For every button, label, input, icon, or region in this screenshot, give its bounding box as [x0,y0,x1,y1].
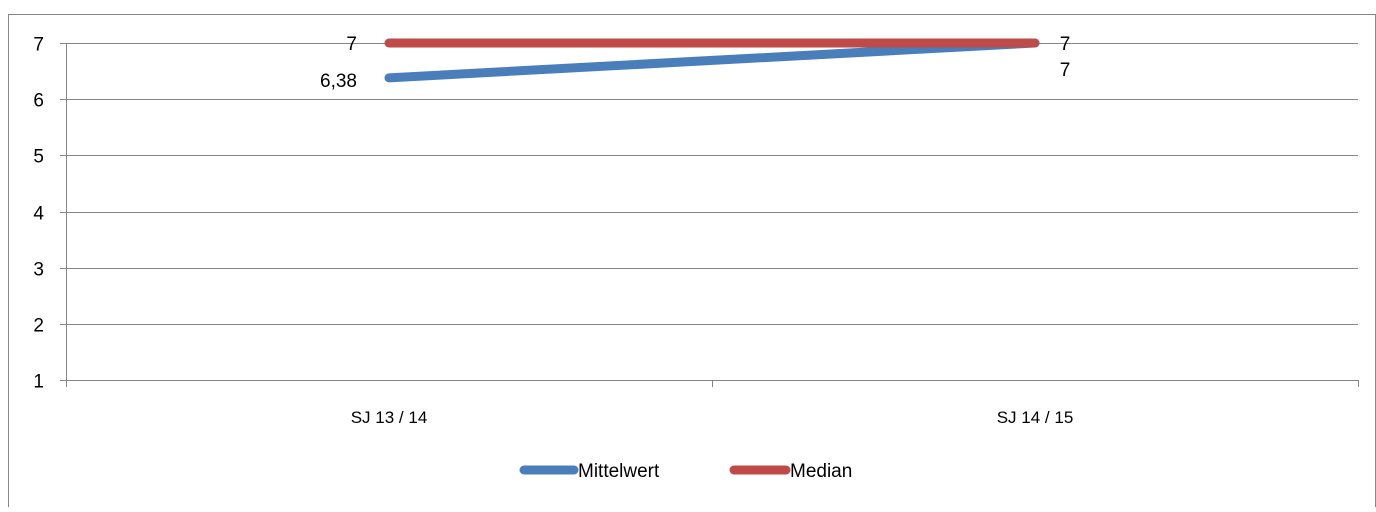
data-label-median: 7 [346,34,357,55]
y-tick-label: 5 [33,147,44,168]
y-tick-label: 7 [33,35,44,56]
x-tick-label: SJ 13 / 14 [351,408,428,427]
series-lines [384,38,1040,83]
axes: 1 2 3 4 5 6 7 SJ 13 / 14 SJ 14 / 15 [33,35,1359,427]
y-tick-label: 6 [33,91,44,112]
data-labels: 6,38 7 7 7 [320,34,1070,92]
cropped-title-strip [0,0,1376,6]
data-label-mittelwert: 6,38 [320,71,357,92]
y-tick-label: 2 [33,316,44,337]
y-tick-label: 3 [33,260,44,281]
data-label-mittelwert: 7 [1060,60,1071,81]
legend-label-median: Median [790,461,852,482]
gridlines [66,43,1358,325]
x-tick-label: SJ 14 / 15 [997,408,1074,427]
series-line-mittelwert [384,38,1040,83]
data-label-median: 7 [1060,34,1071,55]
chart-frame [8,14,1376,512]
y-tick-label: 4 [33,204,44,225]
y-tick-label: 1 [33,372,44,393]
legend: Mittelwert Median [519,461,852,482]
legend-label-mittelwert: Mittelwert [578,461,660,482]
